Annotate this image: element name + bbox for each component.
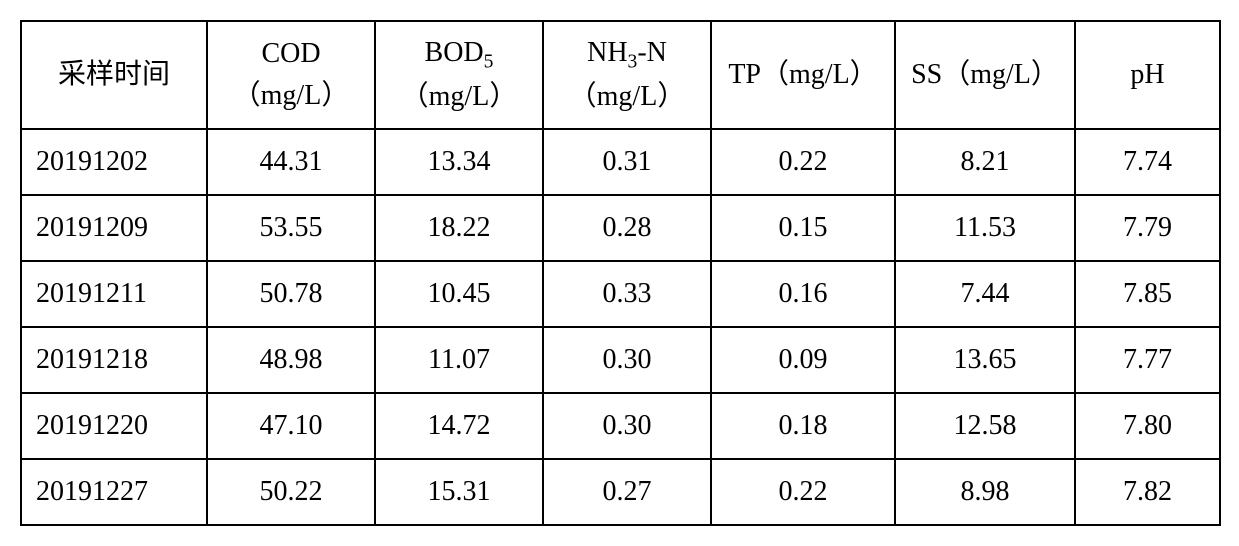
col-header-date: 采样时间: [21, 21, 207, 129]
table-row: 20191218 48.98 11.07 0.30 0.09 13.65 7.7…: [21, 327, 1220, 393]
cell-ph: 7.82: [1075, 459, 1220, 525]
table-row: 20191211 50.78 10.45 0.33 0.16 7.44 7.85: [21, 261, 1220, 327]
table-row: 20191227 50.22 15.31 0.27 0.22 8.98 7.82: [21, 459, 1220, 525]
cell-bod5: 11.07: [375, 327, 543, 393]
cell-ss: 13.65: [895, 327, 1075, 393]
col-header-tp: TP（mg/L）: [711, 21, 895, 129]
cell-ph: 7.85: [1075, 261, 1220, 327]
cell-bod5: 18.22: [375, 195, 543, 261]
cell-date: 20191211: [21, 261, 207, 327]
col-header-ph: pH: [1075, 21, 1220, 129]
cell-ph: 7.79: [1075, 195, 1220, 261]
header-nh3n-prefix: NH: [587, 37, 627, 68]
table-row: 20191202 44.31 13.34 0.31 0.22 8.21 7.74: [21, 129, 1220, 195]
cell-tp: 0.16: [711, 261, 895, 327]
cell-ss: 12.58: [895, 393, 1075, 459]
header-date-label: 采样时间: [58, 59, 170, 90]
header-nh3n-line2: （mg/L）: [569, 81, 686, 112]
cell-nh3n: 0.27: [543, 459, 711, 525]
cell-date: 20191209: [21, 195, 207, 261]
cell-ss: 11.53: [895, 195, 1075, 261]
cell-cod: 47.10: [207, 393, 375, 459]
table-body: 20191202 44.31 13.34 0.31 0.22 8.21 7.74…: [21, 129, 1220, 525]
cell-ss: 7.44: [895, 261, 1075, 327]
data-table: 采样时间 COD （mg/L） BOD5 （mg/L） NH3-N （mg/L）…: [20, 20, 1221, 526]
cell-nh3n: 0.30: [543, 393, 711, 459]
cell-bod5: 13.34: [375, 129, 543, 195]
cell-cod: 53.55: [207, 195, 375, 261]
cell-date: 20191220: [21, 393, 207, 459]
cell-date: 20191227: [21, 459, 207, 525]
col-header-bod5: BOD5 （mg/L）: [375, 21, 543, 129]
header-cod-line2: （mg/L）: [233, 80, 350, 111]
cell-tp: 0.15: [711, 195, 895, 261]
cell-ss: 8.21: [895, 129, 1075, 195]
cell-date: 20191202: [21, 129, 207, 195]
cell-cod: 50.22: [207, 459, 375, 525]
cell-ph: 7.80: [1075, 393, 1220, 459]
cell-tp: 0.18: [711, 393, 895, 459]
cell-nh3n: 0.28: [543, 195, 711, 261]
cell-bod5: 14.72: [375, 393, 543, 459]
header-bod5-sub: 5: [484, 51, 494, 72]
table-row: 20191209 53.55 18.22 0.28 0.15 11.53 7.7…: [21, 195, 1220, 261]
header-cod-line1: COD: [261, 38, 320, 69]
cell-ss: 8.98: [895, 459, 1075, 525]
header-bod5-prefix: BOD: [425, 37, 484, 68]
cell-cod: 50.78: [207, 261, 375, 327]
cell-ph: 7.77: [1075, 327, 1220, 393]
col-header-cod: COD （mg/L）: [207, 21, 375, 129]
header-nh3n-sub: 3: [628, 51, 638, 72]
col-header-ss: SS（mg/L）: [895, 21, 1075, 129]
cell-cod: 48.98: [207, 327, 375, 393]
cell-date: 20191218: [21, 327, 207, 393]
cell-nh3n: 0.31: [543, 129, 711, 195]
cell-nh3n: 0.33: [543, 261, 711, 327]
table-row: 20191220 47.10 14.72 0.30 0.18 12.58 7.8…: [21, 393, 1220, 459]
col-header-nh3n: NH3-N （mg/L）: [543, 21, 711, 129]
header-bod5-line2: （mg/L）: [401, 81, 518, 112]
cell-ph: 7.74: [1075, 129, 1220, 195]
cell-bod5: 15.31: [375, 459, 543, 525]
cell-bod5: 10.45: [375, 261, 543, 327]
cell-tp: 0.22: [711, 129, 895, 195]
cell-nh3n: 0.30: [543, 327, 711, 393]
header-nh3n-suffix: -N: [637, 37, 667, 68]
cell-tp: 0.22: [711, 459, 895, 525]
table-header-row: 采样时间 COD （mg/L） BOD5 （mg/L） NH3-N （mg/L）…: [21, 21, 1220, 129]
cell-tp: 0.09: [711, 327, 895, 393]
cell-cod: 44.31: [207, 129, 375, 195]
